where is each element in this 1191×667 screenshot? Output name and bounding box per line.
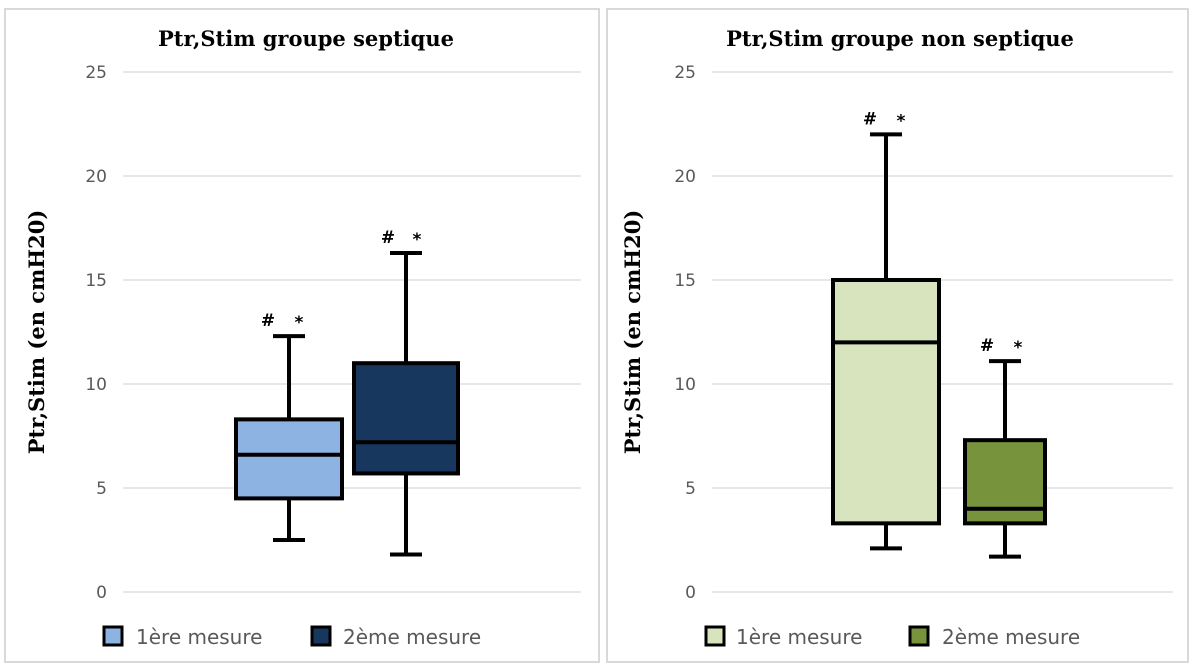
legend-swatch (102, 625, 124, 647)
annotation-star: * (413, 230, 422, 250)
annotation-star: * (295, 313, 304, 333)
y-axis-label: Ptr,Stim (en cmH20) (620, 210, 645, 455)
legend-swatch (908, 625, 930, 647)
chart-panel-septique: Ptr,Stim groupe septique Ptr,Stim (en cmH… (4, 8, 600, 663)
legend-label: 2ème mesure (343, 625, 481, 649)
legend-label: 1ère mesure (736, 625, 862, 649)
annotation-hash: # (980, 336, 994, 356)
y-tick-label: 5 (685, 479, 696, 499)
boxplot-septique: Ptr,Stim groupe septique Ptr,Stim (en cmH… (24, 26, 581, 649)
legend-swatch (704, 625, 726, 647)
annotation-star: * (897, 111, 906, 131)
y-tick-label: 0 (96, 583, 107, 603)
chart-title: Ptr,Stim groupe septique (158, 26, 454, 51)
box-1: # * (234, 311, 344, 542)
legend-label: 2ème mesure (942, 625, 1080, 649)
annotation-hash: # (381, 228, 395, 248)
legend-label: 1ère mesure (136, 625, 262, 649)
annotation-hash: # (863, 109, 877, 129)
y-tick-label: 25 (674, 63, 696, 83)
y-tick-label: 10 (674, 375, 696, 395)
y-tick-label: 0 (685, 583, 696, 603)
box-1: # * (831, 109, 941, 551)
chart-title: Ptr,Stim groupe non septique (726, 26, 1074, 51)
y-tick-label: 10 (85, 375, 107, 395)
annotation-hash: # (261, 311, 275, 331)
iqr-box (234, 417, 344, 501)
y-tick-label: 20 (674, 167, 696, 187)
y-tick-label: 15 (85, 271, 107, 291)
box-2: # * (963, 336, 1047, 559)
y-tick-label: 20 (85, 167, 107, 187)
iqr-box (831, 278, 941, 526)
y-axis-label: Ptr,Stim (en cmH20) (24, 210, 49, 455)
y-tick-label: 5 (96, 479, 107, 499)
iqr-box (352, 361, 460, 476)
y-tick-label: 25 (85, 63, 107, 83)
boxplot-non-septique: Ptr,Stim groupe non septique Ptr,Stim (en… (620, 26, 1173, 649)
annotation-star: * (1014, 338, 1023, 358)
chart-panel-non-septique: Ptr,Stim groupe non septique Ptr,Stim (en… (606, 8, 1189, 663)
box-2: # * (352, 228, 460, 557)
legend-swatch (310, 625, 332, 647)
y-tick-label: 15 (674, 271, 696, 291)
iqr-box (963, 438, 1047, 526)
